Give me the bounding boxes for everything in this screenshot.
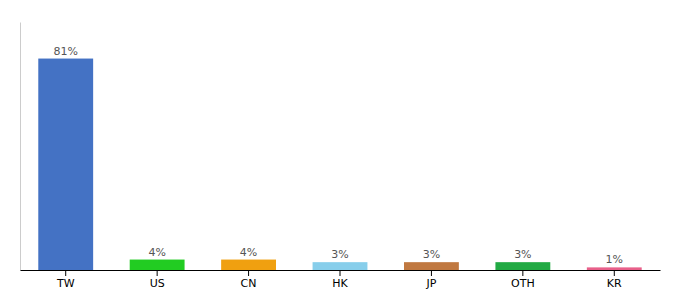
bars bbox=[38, 59, 641, 270]
x-tick: JP bbox=[425, 270, 436, 290]
x-tick: US bbox=[150, 270, 165, 290]
bar bbox=[495, 262, 550, 270]
y-axis bbox=[20, 23, 21, 271]
x-tick: KR bbox=[607, 270, 622, 290]
bar bbox=[221, 260, 276, 270]
x-tick: OTH bbox=[511, 270, 535, 290]
chart-container: TW US CN HK JP OTH KR 81% 4% 4% 3% 3% 3% 1% bbox=[0, 0, 680, 300]
x-tick-label: US bbox=[150, 277, 165, 290]
x-tick-label: HK bbox=[332, 277, 348, 290]
data-label: 3% bbox=[514, 248, 531, 261]
x-tick: CN bbox=[241, 270, 257, 290]
data-label: 4% bbox=[240, 246, 257, 259]
x-tick-mark bbox=[522, 270, 523, 276]
x-tick-label: TW bbox=[56, 277, 75, 290]
x-tick-mark bbox=[614, 270, 615, 276]
data-label: 81% bbox=[53, 45, 77, 58]
bar bbox=[130, 260, 185, 270]
x-tick: HK bbox=[332, 270, 348, 290]
data-label: 3% bbox=[423, 248, 440, 261]
x-tick-mark bbox=[157, 270, 158, 276]
bar bbox=[404, 262, 459, 270]
bar bbox=[313, 262, 368, 270]
x-axis: TW US CN HK JP OTH KR bbox=[21, 270, 661, 290]
x-tick-label: JP bbox=[425, 277, 436, 290]
bar bbox=[587, 267, 642, 270]
x-tick-mark bbox=[65, 270, 66, 276]
x-tick: TW bbox=[56, 270, 75, 290]
chart-svg: TW US CN HK JP OTH KR 81% 4% 4% 3% 3% 3% 1% bbox=[0, 0, 680, 300]
x-tick-label: OTH bbox=[511, 277, 535, 290]
x-tick-mark bbox=[340, 270, 341, 276]
x-tick-mark bbox=[248, 270, 249, 276]
data-label: 3% bbox=[331, 248, 348, 261]
data-label: 4% bbox=[148, 246, 165, 259]
data-labels: 81% 4% 4% 3% 3% 3% 1% bbox=[53, 45, 623, 267]
x-tick-label: KR bbox=[607, 277, 622, 290]
plot-area: TW US CN HK JP OTH KR 81% 4% 4% 3% 3% 3% 1% bbox=[21, 23, 661, 290]
y-axis-line bbox=[20, 23, 21, 271]
x-tick-mark bbox=[431, 270, 432, 276]
x-tick-label: CN bbox=[241, 277, 257, 290]
bar bbox=[38, 59, 93, 270]
data-label: 1% bbox=[606, 253, 623, 266]
